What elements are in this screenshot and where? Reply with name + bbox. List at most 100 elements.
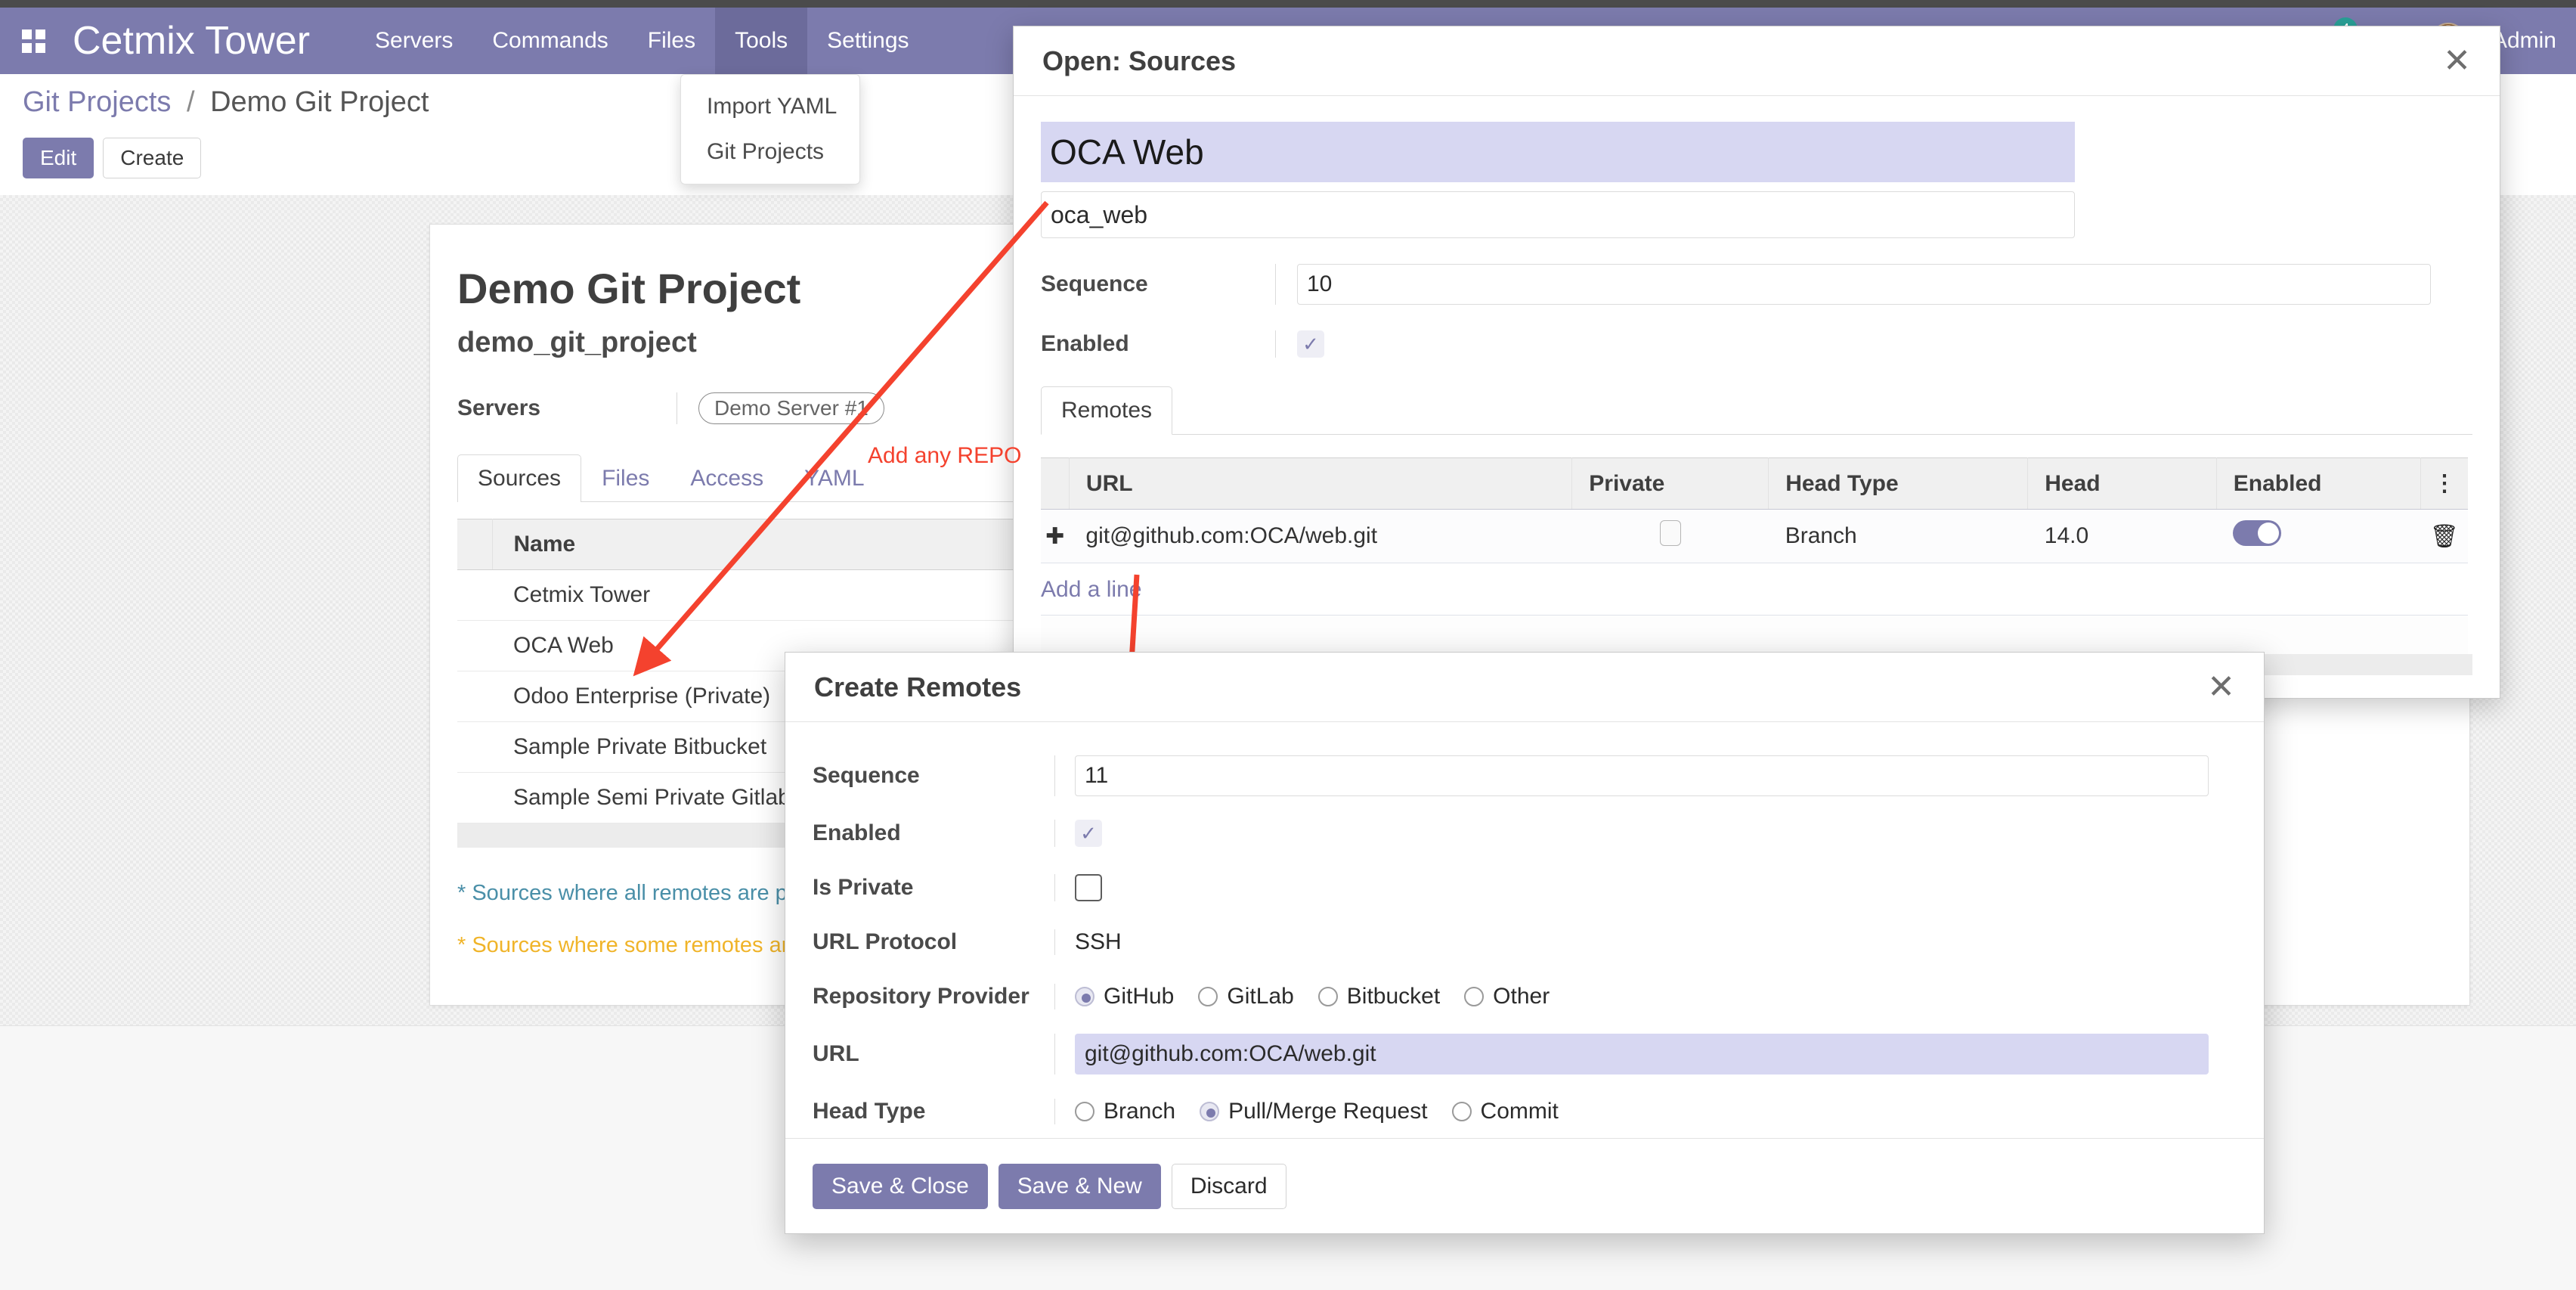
nav-item-files[interactable]: Files (647, 28, 696, 53)
source-name-input[interactable] (1041, 122, 2075, 182)
remotes-column-enabled[interactable]: Enabled (2216, 457, 2422, 510)
radio-provider-other[interactable]: Other (1464, 984, 1550, 1009)
close-icon[interactable]: ✕ (2443, 42, 2471, 79)
field-sequence: Sequence (813, 755, 2237, 796)
remote-enabled-cell[interactable] (2216, 509, 2421, 563)
brand-title[interactable]: Cetmix Tower (73, 19, 311, 63)
field-url-control (1054, 1034, 2237, 1074)
enabled-checkbox[interactable]: ✓ (1075, 820, 1102, 847)
row-handle-cell (457, 620, 492, 671)
remote-delete-cell[interactable]: 🗑 (2420, 509, 2468, 563)
nav-item-servers[interactable]: Servers (375, 28, 454, 53)
radio-dot-icon (1200, 1102, 1220, 1121)
create-remotes-dialog-title: Create Remotes (814, 671, 1022, 702)
remotes-empty-row (1041, 615, 2468, 657)
sources-notebook-tabs: Remotes (1041, 386, 2472, 435)
field-repository-provider: Repository Provider GitHub GitLab (813, 979, 2237, 1014)
discard-button[interactable]: Discard (1171, 1163, 1286, 1209)
field-enabled: Enabled ✓ (813, 816, 2237, 851)
remotes-table: URL Private Head Type Head Enabled ⋮ ✚ (1041, 457, 2468, 563)
enabled-checkbox[interactable]: ✓ (1297, 330, 1324, 358)
radio-label: GitLab (1227, 984, 1294, 1009)
legend-semi-private: * Sources where some remotes are (457, 933, 801, 957)
remotes-column-head[interactable]: Head (2027, 457, 2217, 510)
radio-head-type-branch[interactable]: Branch (1075, 1099, 1175, 1124)
trash-icon[interactable]: 🗑 (2429, 523, 2459, 549)
close-icon[interactable]: ✕ (2207, 668, 2235, 705)
field-is-private: Is Private ✓ (813, 870, 2237, 905)
radio-head-type-pull-merge-request[interactable]: Pull/Merge Request (1200, 1099, 1428, 1124)
sequence-input[interactable] (1075, 755, 2209, 796)
field-sequence-label: Sequence (813, 763, 920, 788)
private-checkbox[interactable] (1659, 520, 1681, 546)
field-enabled-label: Enabled (813, 820, 901, 845)
radio-provider-bitbucket[interactable]: Bitbucket (1317, 984, 1441, 1009)
radio-dot-icon (1317, 987, 1338, 1006)
add-a-line-link[interactable]: Add a line (1041, 577, 1142, 602)
row-drag-handle-cell[interactable]: ✚ (1041, 509, 1070, 563)
breadcrumb-separator: / (186, 86, 195, 118)
create-button[interactable]: Create (103, 138, 202, 178)
radio-provider-gitlab[interactable]: GitLab (1198, 984, 1294, 1009)
user-name[interactable]: Admin (2491, 28, 2556, 53)
remotes-column-private[interactable]: Private (1571, 457, 1769, 510)
repository-provider-radio-group: GitHub GitLab Bitbucket Other (1075, 984, 2237, 1009)
tab-remotes[interactable]: Remotes (1041, 386, 1173, 435)
tab-files[interactable]: Files (602, 466, 650, 491)
breadcrumb-current: Demo Git Project (210, 86, 429, 118)
create-remotes-dialog-body: Sequence Enabled ✓ Is Private ✓ URL Prot… (785, 722, 2264, 1189)
remote-head-type-cell[interactable]: Branch (1768, 509, 2028, 563)
radio-head-type-commit[interactable]: Commit (1451, 1099, 1559, 1124)
source-code-input[interactable] (1041, 191, 2075, 238)
field-url-protocol-label: URL Protocol (813, 929, 958, 954)
field-sequence-control (1275, 264, 2472, 305)
field-head-type-control: Branch Pull/Merge Request Commit (1054, 1099, 2237, 1124)
field-sequence: Sequence (1041, 264, 2472, 305)
row-handle-cell (457, 772, 492, 823)
remote-head-cell[interactable]: 14.0 (2027, 509, 2217, 563)
is-private-checkbox[interactable]: ✓ (1075, 874, 1102, 901)
row-handle-cell (457, 569, 492, 621)
open-sources-dialog-header: Open: Sources ✕ (1014, 26, 2500, 96)
remote-url-cell[interactable]: git@github.com:OCA/web.git (1069, 509, 1572, 563)
radio-provider-github[interactable]: GitHub (1075, 984, 1174, 1009)
breadcrumb-parent[interactable]: Git Projects (23, 86, 172, 118)
remotes-handle-column (1041, 457, 1070, 510)
sequence-input[interactable] (1297, 264, 2431, 305)
radio-dot-icon (1075, 1102, 1094, 1121)
apps-grid-icon[interactable] (9, 29, 57, 53)
field-enabled: Enabled ✓ (1041, 330, 2472, 358)
table-row[interactable]: ✚ git@github.com:OCA/web.git Branch 14.0… (1041, 509, 2468, 563)
radio-dot-icon (1198, 987, 1218, 1006)
field-enabled-control: ✓ (1054, 820, 2237, 847)
row-handle-cell (457, 721, 492, 773)
enabled-toggle[interactable] (2233, 520, 2282, 546)
open-sources-dialog-body: Sequence Enabled ✓ Remotes URL (1014, 96, 2500, 657)
kebab-menu-icon[interactable]: ⋮ (2433, 471, 2457, 496)
field-is-private-control: ✓ (1054, 874, 2237, 901)
save-and-new-button[interactable]: Save & New (998, 1163, 1161, 1209)
save-and-close-button[interactable]: Save & Close (813, 1163, 988, 1209)
radio-label: Bitbucket (1346, 984, 1441, 1009)
url-protocol-value: SSH (1075, 929, 1122, 954)
edit-button[interactable]: Edit (23, 138, 94, 178)
menu-item-import-yaml[interactable]: Import YAML (707, 94, 838, 119)
field-enabled-control: ✓ (1275, 330, 2472, 358)
nav-item-tools[interactable]: Tools (715, 8, 808, 74)
menu-item-git-projects[interactable]: Git Projects (707, 139, 825, 164)
tab-access[interactable]: Access (690, 466, 764, 491)
remotes-column-options[interactable]: ⋮ (2420, 457, 2468, 510)
tab-sources[interactable]: Sources (457, 454, 582, 502)
field-repository-provider-control: GitHub GitLab Bitbucket Other (1054, 984, 2237, 1009)
remotes-column-head-type[interactable]: Head Type (1768, 457, 2029, 510)
drag-handle-icon[interactable]: ✚ (1045, 523, 1065, 549)
remotes-column-url[interactable]: URL (1069, 457, 1573, 510)
sources-legend: * Sources where all remotes are pri * So… (457, 881, 2442, 958)
row-handle-cell (457, 671, 492, 722)
nav-item-commands[interactable]: Commands (492, 28, 608, 53)
remote-private-cell[interactable] (1571, 509, 1769, 563)
record-action-buttons: Edit Create (23, 138, 202, 178)
nav-item-settings[interactable]: Settings (827, 28, 909, 53)
url-input[interactable] (1075, 1034, 2209, 1074)
server-tag[interactable]: Demo Server #1 (698, 392, 884, 424)
